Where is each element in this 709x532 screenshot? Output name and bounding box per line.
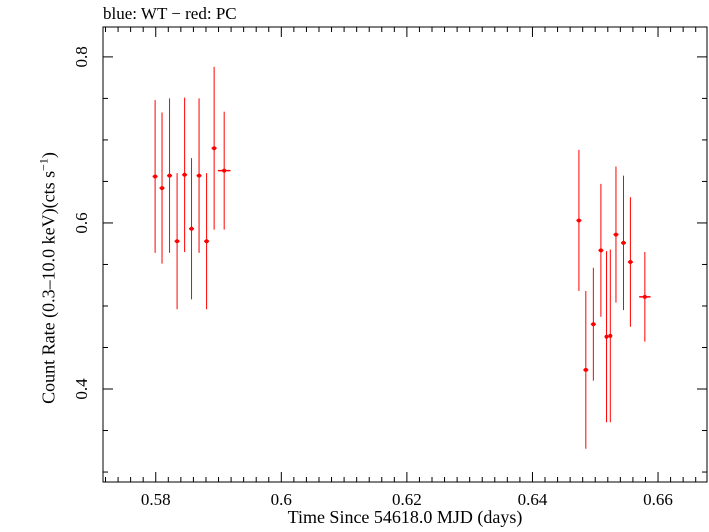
- x-tick-label: 0.62: [392, 490, 422, 509]
- chart-title: blue: WT − red: PC: [103, 4, 237, 23]
- point-marker: [613, 232, 618, 237]
- data-point: [627, 197, 633, 327]
- data-point: [608, 249, 613, 423]
- data-point: [620, 175, 627, 311]
- data-point: [211, 66, 217, 230]
- data-point: [189, 158, 195, 300]
- point-marker: [576, 218, 581, 223]
- data-point: [613, 166, 619, 303]
- data-point: [598, 183, 604, 317]
- point-marker: [591, 322, 596, 327]
- point-marker: [189, 226, 194, 231]
- point-marker: [604, 334, 609, 339]
- data-point: [174, 173, 180, 310]
- point-marker: [222, 168, 227, 173]
- x-axis-label: Time Since 54618.0 MJD (days): [287, 507, 523, 527]
- point-marker: [212, 146, 217, 151]
- data-point: [576, 149, 582, 292]
- data-point: [604, 251, 609, 423]
- x-tick-label: 0.66: [643, 490, 673, 509]
- data-point: [182, 97, 188, 253]
- point-marker: [642, 294, 647, 299]
- point-marker: [204, 239, 209, 244]
- point-marker: [175, 239, 180, 244]
- x-tick-label: 0.6: [271, 490, 292, 509]
- tick-labels: 0.58 0.6 0.62 0.64 0.66 0.4 0.6 0.8: [72, 46, 673, 509]
- axis-ticks: [103, 27, 707, 482]
- data-points: [152, 66, 651, 449]
- point-marker: [153, 174, 158, 179]
- data-point: [167, 98, 173, 253]
- point-marker: [160, 186, 165, 191]
- x-tick-label: 0.64: [518, 490, 548, 509]
- y-axis-label-exponent: −1: [36, 158, 51, 171]
- data-point: [196, 98, 202, 253]
- data-point: [152, 100, 158, 253]
- data-point: [204, 173, 210, 310]
- point-marker: [621, 240, 626, 245]
- y-tick-label: 0.4: [72, 378, 91, 400]
- point-marker: [583, 367, 588, 372]
- point-marker: [608, 333, 613, 338]
- plot-frame: [102, 26, 708, 483]
- y-axis-label-text: Count Rate (0.3–10.0 keV)(cts s: [38, 170, 59, 404]
- point-marker: [167, 173, 172, 178]
- x-tick-label: 0.58: [141, 490, 171, 509]
- point-marker: [182, 172, 187, 177]
- y-axis-label: Count Rate (0.3–10.0 keV)(cts s−1): [37, 152, 60, 404]
- point-marker: [197, 173, 202, 178]
- y-axis-label-close: ): [38, 152, 59, 159]
- data-point: [159, 112, 165, 264]
- point-marker: [598, 248, 603, 253]
- data-point: [583, 291, 589, 449]
- point-marker: [628, 259, 633, 264]
- data-point: [590, 267, 596, 381]
- data-point: [217, 111, 231, 230]
- y-tick-label: 0.8: [72, 46, 91, 67]
- y-tick-label: 0.6: [72, 212, 91, 233]
- data-point: [639, 252, 651, 342]
